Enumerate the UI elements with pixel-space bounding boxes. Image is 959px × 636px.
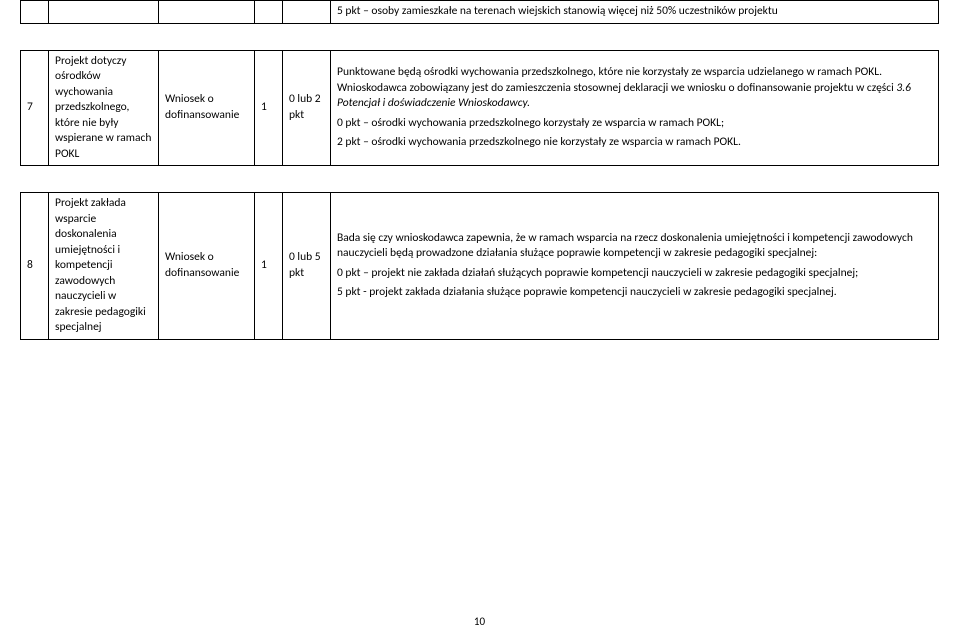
cell-number: 7 <box>21 50 49 166</box>
cell-empty <box>21 1 49 24</box>
cell-empty <box>159 1 255 24</box>
desc-line: 0 pkt – ośrodki wychowania przedszkolneg… <box>337 116 932 132</box>
document-table-top: 5 pkt – osoby zamieszkałe na terenach wi… <box>20 0 939 24</box>
cell-criterion: Projekt zakłada wsparcie doskonalenia um… <box>49 193 159 340</box>
cell-weight: 1 <box>255 50 283 166</box>
cell-empty <box>255 1 283 24</box>
cell-weight: 1 <box>255 193 283 340</box>
cell-desc: Bada się czy wnioskodawca zapewnia, że w… <box>331 193 939 340</box>
cell-points: 0 lub 5 pkt <box>283 193 331 340</box>
document-table-row8: 8 Projekt zakłada wsparcie doskonalenia … <box>20 192 939 340</box>
cell-desc: 5 pkt – osoby zamieszkałe na terenach wi… <box>331 1 939 24</box>
desc-text: Punktowane będą ośrodki wychowania przed… <box>337 65 896 95</box>
desc-line: 5 pkt - projekt zakłada działania służąc… <box>337 285 932 301</box>
desc-line: 0 pkt – projekt nie zakłada działań służ… <box>337 266 932 282</box>
desc-line: 2 pkt – ośrodki wychowania przedszkolneg… <box>337 135 932 151</box>
cell-points: 0 lub 2 pkt <box>283 50 331 166</box>
cell-empty <box>283 1 331 24</box>
table-row: 7 Projekt dotyczy ośrodków wychowania pr… <box>21 50 939 166</box>
page-number: 10 <box>0 615 959 628</box>
table-row: 8 Projekt zakłada wsparcie doskonalenia … <box>21 193 939 340</box>
desc-line: Punktowane będą ośrodki wychowania przed… <box>337 65 932 112</box>
document-table-row7: 7 Projekt dotyczy ośrodków wychowania pr… <box>20 50 939 167</box>
table-row: 5 pkt – osoby zamieszkałe na terenach wi… <box>21 1 939 24</box>
desc-line: Bada się czy wnioskodawca zapewnia, że w… <box>337 231 932 262</box>
cell-number: 8 <box>21 193 49 340</box>
cell-empty <box>49 1 159 24</box>
cell-source: Wniosek o dofinansowanie <box>159 50 255 166</box>
cell-criterion: Projekt dotyczy ośrodków wychowania prze… <box>49 50 159 166</box>
cell-desc: Punktowane będą ośrodki wychowania przed… <box>331 50 939 166</box>
cell-source: Wniosek o dofinansowanie <box>159 193 255 340</box>
